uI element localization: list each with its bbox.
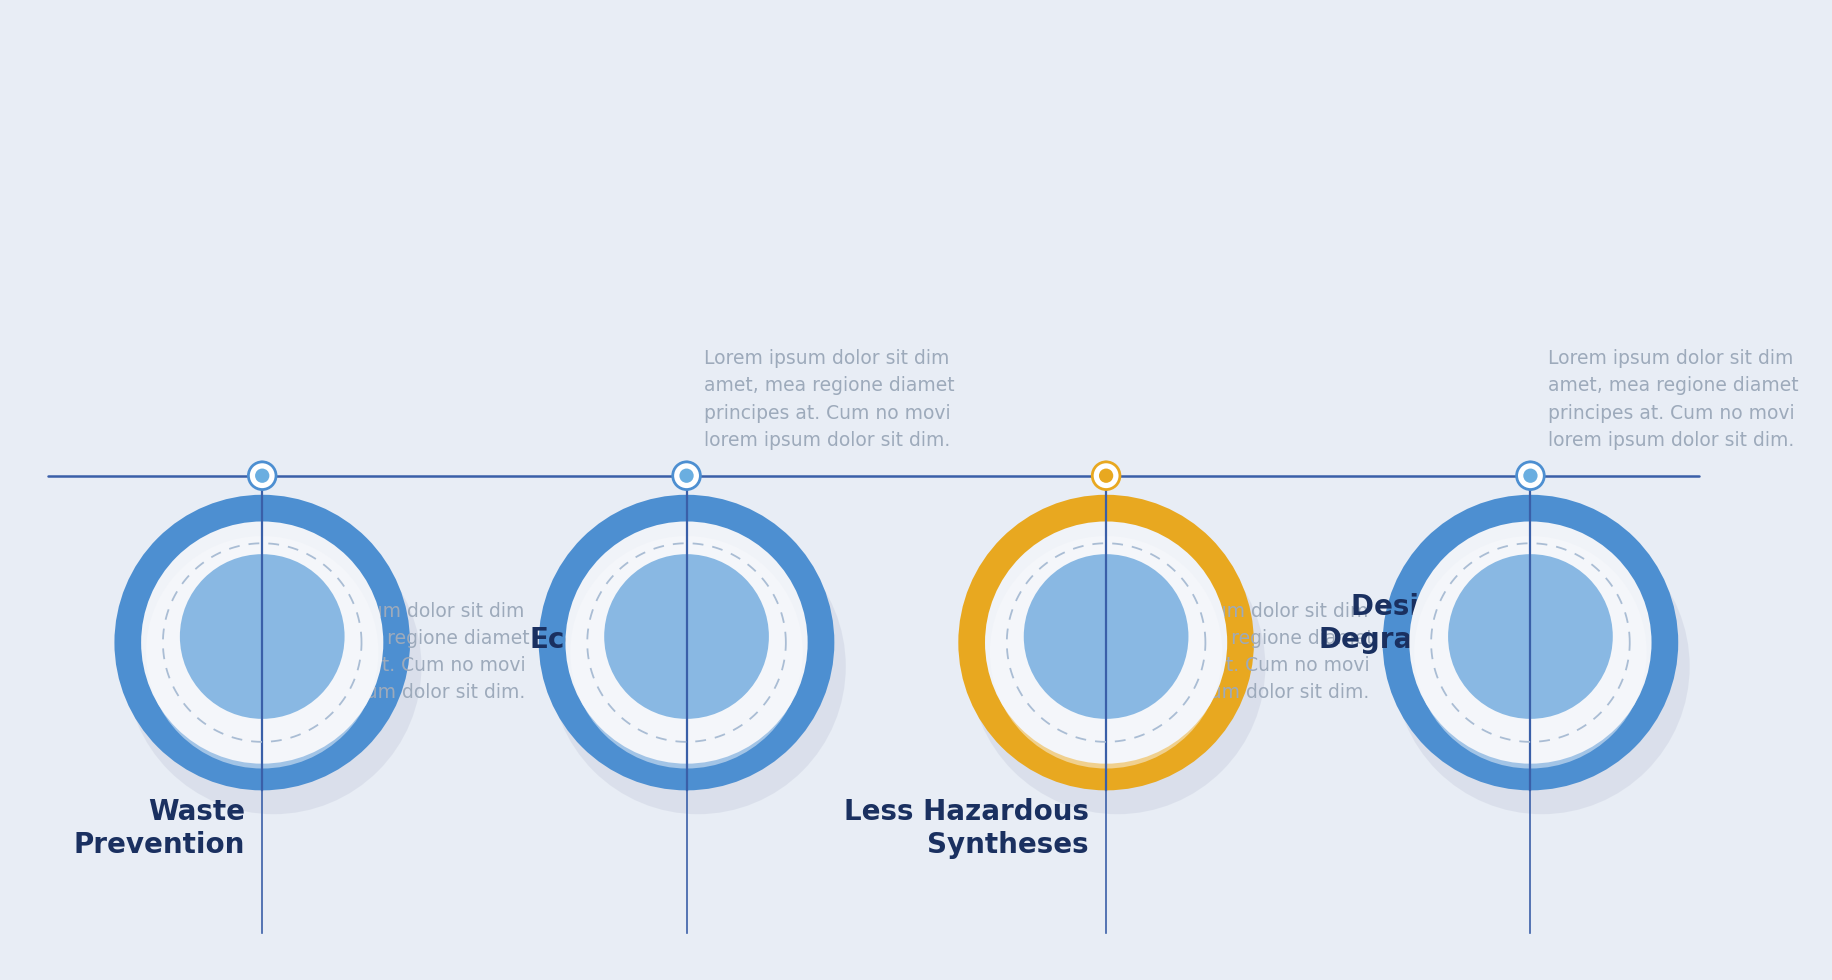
Circle shape (672, 462, 700, 490)
Text: Lorem ipsum dolor sit dim
amet, mea regione diamet
principes at. Cum no movi
lor: Lorem ipsum dolor sit dim amet, mea regi… (1548, 349, 1799, 450)
Text: Less Hazardous
Syntheses: Less Hazardous Syntheses (845, 799, 1088, 858)
Text: Waste
Prevention: Waste Prevention (73, 799, 245, 858)
Circle shape (570, 536, 802, 768)
Text: Atom
Economy: Atom Economy (529, 593, 669, 654)
Circle shape (126, 518, 421, 814)
Circle shape (1383, 495, 1678, 790)
Circle shape (566, 521, 808, 763)
Circle shape (550, 518, 846, 814)
Circle shape (986, 521, 1227, 763)
Text: Lorem ipsum dolor sit dim
amet, mea regione diamet
principes at. Cum no movi
lor: Lorem ipsum dolor sit dim amet, mea regi… (1123, 602, 1374, 703)
Circle shape (989, 536, 1222, 768)
Circle shape (1414, 536, 1647, 768)
Circle shape (969, 518, 1266, 814)
Circle shape (1024, 554, 1189, 719)
Circle shape (1099, 468, 1114, 483)
Circle shape (1394, 518, 1689, 814)
Circle shape (249, 462, 277, 490)
Circle shape (1447, 554, 1612, 719)
Circle shape (1517, 462, 1544, 490)
Circle shape (1092, 462, 1119, 490)
Circle shape (539, 495, 834, 790)
Circle shape (1522, 468, 1537, 483)
Text: Design for
Degradation: Design for Degradation (1319, 593, 1513, 654)
Circle shape (147, 536, 379, 768)
Circle shape (180, 554, 344, 719)
Circle shape (255, 468, 269, 483)
Text: Lorem ipsum dolor sit dim
amet, mea regione diamet
principes at. Cum no movi
lor: Lorem ipsum dolor sit dim amet, mea regi… (703, 349, 954, 450)
Circle shape (680, 468, 694, 483)
Circle shape (1409, 521, 1651, 763)
Circle shape (958, 495, 1253, 790)
Circle shape (114, 495, 410, 790)
Text: Lorem ipsum dolor sit dim
amet, mea regione diamet
principes at. Cum no movi
lor: Lorem ipsum dolor sit dim amet, mea regi… (280, 602, 529, 703)
Circle shape (141, 521, 383, 763)
Circle shape (605, 554, 769, 719)
